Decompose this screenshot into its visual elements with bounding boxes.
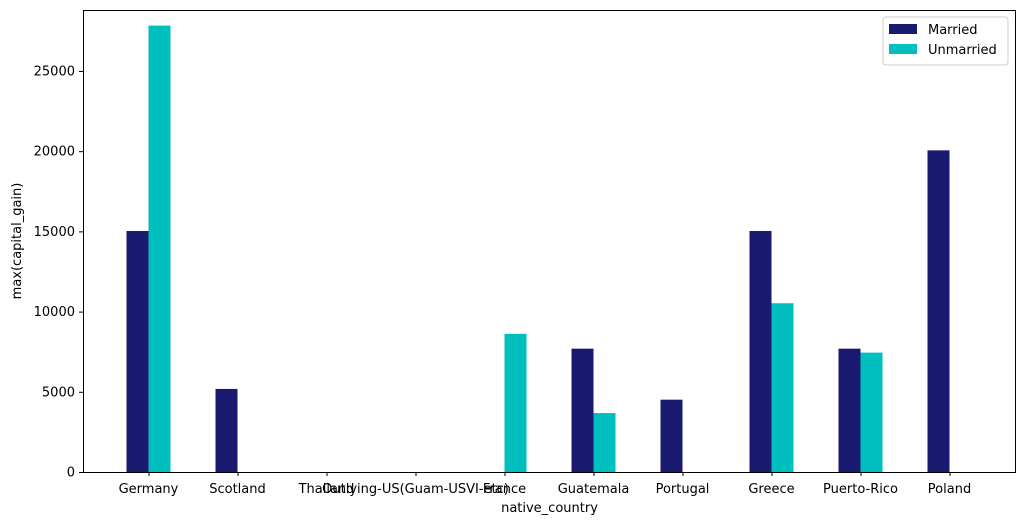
x-tick-label-8: Puerto-Rico: [823, 482, 898, 497]
bar-married-1: [215, 388, 238, 472]
bar-married-5: [571, 348, 594, 472]
y-tick-label-0: 0: [67, 466, 75, 481]
bar-unmarried-8: [860, 352, 883, 472]
y-axis: 0 5000 10000 15000 20000 25000: [34, 64, 83, 481]
bar-unmarried-7: [771, 303, 794, 472]
x-tick-label-9: Poland: [928, 482, 971, 497]
bar-married-7: [749, 230, 772, 472]
y-tick-label-1: 5000: [42, 385, 75, 400]
legend-swatch-unmarried: [889, 44, 917, 54]
legend-label-unmarried: Unmarried: [928, 43, 997, 58]
x-tick-label-4: France: [483, 482, 526, 497]
x-tick-label-5: Guatemala: [558, 482, 630, 497]
x-axis-title: native_country: [501, 501, 598, 516]
x-tick-label-2: Thailand: [298, 482, 355, 497]
x-tick-label-6: Portugal: [656, 482, 710, 497]
legend-label-married: Married: [928, 23, 978, 38]
y-tick-label-2: 10000: [34, 305, 75, 320]
bar-unmarried-4: [504, 333, 527, 472]
bar-married-8: [838, 348, 861, 472]
bar-unmarried-0: [148, 25, 171, 473]
bar-unmarried-5: [593, 413, 616, 472]
x-tick-label-3: Outlying-US(Guam-USVI-etc): [322, 482, 509, 497]
x-axis: Germany Scotland Thailand Outlying-US(Gu…: [119, 472, 971, 497]
plot-frame: [83, 10, 1016, 473]
y-tick-label-4: 20000: [34, 145, 75, 160]
legend: Married Unmarried: [882, 16, 1009, 66]
x-tick-label-0: Germany: [119, 482, 179, 497]
bars-layer: [126, 25, 950, 473]
bar-married-9: [927, 150, 950, 472]
y-tick-label-5: 25000: [34, 64, 75, 79]
x-tick-label-1: Scotland: [209, 482, 266, 497]
legend-swatch-married: [889, 24, 917, 34]
bar-married-0: [126, 230, 149, 472]
y-axis-title: max(capital_gain): [10, 183, 25, 300]
bar-married-6: [660, 399, 683, 472]
x-tick-label-7: Greece: [748, 482, 794, 497]
y-tick-label-3: 15000: [34, 225, 75, 240]
